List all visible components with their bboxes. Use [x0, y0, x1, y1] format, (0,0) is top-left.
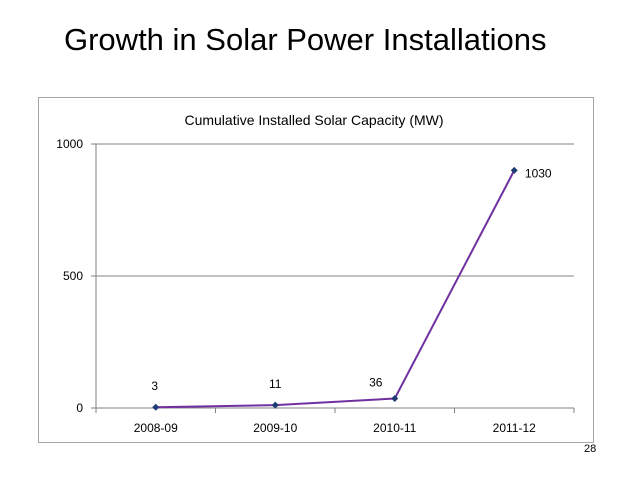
axes: [91, 143, 575, 413]
data-point-marker: [152, 403, 160, 411]
y-axis-tick-labels: 0 500 1000: [56, 137, 83, 415]
data-point-markers: [152, 166, 518, 411]
x-tick-label: 2008-09: [134, 421, 178, 435]
gridlines: [96, 143, 574, 277]
data-point-marker: [271, 401, 279, 409]
slide-title: Growth in Solar Power Installations: [64, 22, 547, 57]
series-line: [155, 169, 516, 409]
data-label: 36: [369, 375, 383, 389]
series-line-group: [155, 169, 516, 409]
data-label: 1030: [525, 166, 552, 180]
line-chart: Cumulative Installed Solar Capacity (MW)…: [56, 112, 575, 435]
x-tick-label: 2011-12: [493, 421, 536, 435]
y-tick-label: 500: [63, 269, 83, 283]
data-labels: 3 11 36 1030: [151, 166, 552, 393]
data-point-marker: [510, 166, 518, 174]
page-number: 28: [584, 443, 597, 455]
x-tick-label: 2010-11: [373, 421, 416, 435]
x-axis-tick-labels: 2008-09 2009-10 2010-11 2011-12: [134, 421, 536, 435]
data-label: 3: [151, 379, 158, 393]
data-label: 11: [269, 377, 282, 391]
chart-title: Cumulative Installed Solar Capacity (MW): [184, 112, 443, 128]
y-tick-label: 0: [76, 401, 83, 415]
y-tick-label: 1000: [56, 137, 83, 151]
data-point-marker: [391, 394, 399, 402]
chart-frame: Cumulative Installed Solar Capacity (MW)…: [38, 97, 594, 443]
x-tick-label: 2009-10: [253, 421, 297, 435]
